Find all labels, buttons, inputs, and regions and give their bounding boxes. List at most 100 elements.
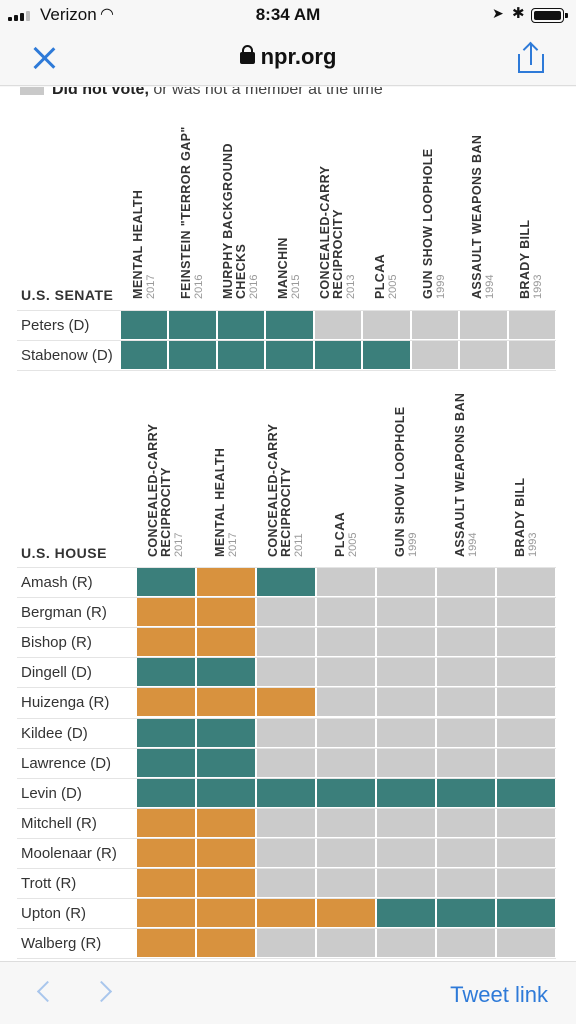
house-vote-cell: [317, 899, 375, 928]
wifi-icon: ◠: [100, 6, 114, 23]
house-vote-cell: [377, 929, 435, 958]
share-icon[interactable]: [516, 41, 546, 74]
house-vote-cell: [317, 838, 375, 867]
legend-absent: Did not vote, or was not a member at the…: [20, 87, 383, 103]
house-vote-cell: [437, 929, 495, 958]
senate-column-header: PLCAA 2005: [373, 254, 399, 299]
house-vote-cell: [137, 598, 195, 627]
house-vote-cell: [437, 808, 495, 837]
house-vote-cell: [317, 808, 375, 837]
senate-vote-cell: [314, 341, 362, 369]
column-title: PLCAA: [332, 511, 347, 557]
senate-column-header: GUN SHOW LOOPHOLE 1999: [421, 148, 447, 299]
house-vote-cell: [257, 628, 315, 657]
column-title: BRADY BILL: [518, 219, 533, 299]
column-year: 1994: [466, 532, 479, 557]
row-divider: [17, 958, 556, 960]
house-member-name: Levin (D): [21, 784, 82, 802]
column-year: 2016: [193, 274, 206, 299]
house-vote-cell: [497, 568, 555, 597]
house-vote-cell: [257, 658, 315, 687]
house-column-header: MENTAL HEALTH 2017: [213, 448, 239, 557]
column-title: MANCHIN: [276, 237, 291, 299]
house-vote-cell: [497, 808, 555, 837]
senate-column-header: FEINSTEIN "TERROR GAP" 2016: [179, 126, 206, 299]
house-vote-cell: [197, 568, 255, 597]
senate-column-header: CONCEALED-CARRY RECIPROCITY 2013: [318, 166, 357, 299]
house-vote-cell: [497, 688, 555, 717]
chevron-right-icon[interactable]: [90, 980, 113, 1003]
house-vote-cell: [317, 748, 375, 777]
house-vote-cell: [497, 778, 555, 807]
house-vote-cell: [197, 838, 255, 867]
house-vote-cell: [497, 748, 555, 777]
senate-label: U.S. SENATE: [21, 287, 114, 303]
column-year: 2005: [346, 532, 359, 557]
column-year: 1994: [483, 274, 496, 299]
row-divider: [17, 898, 556, 900]
legend-swatch: [20, 87, 44, 95]
house-vote-cell: [197, 929, 255, 958]
column-title: ASSAULT WEAPONS BAN: [452, 392, 467, 557]
house-member-name: Upton (R): [21, 905, 87, 923]
house-vote-cell: [137, 748, 195, 777]
house-vote-cell: [437, 688, 495, 717]
senate-vote-cell: [217, 341, 265, 369]
house-label: U.S. HOUSE: [21, 545, 107, 561]
house-vote-cell: [317, 929, 375, 958]
house-vote-cell: [257, 688, 315, 717]
browser-nav-bar: npr.org: [0, 30, 576, 86]
house-member-name: Amash (R): [21, 574, 93, 591]
house-vote-cell: [377, 869, 435, 898]
house-vote-cell: [377, 748, 435, 777]
senate-vote-cell: [363, 311, 410, 339]
column-title: ASSAULT WEAPONS BAN: [469, 134, 484, 299]
column-year: 2017: [173, 532, 185, 557]
address-bar[interactable]: npr.org: [0, 44, 576, 70]
house-vote-cell: [437, 748, 495, 777]
house-vote-cell: [137, 718, 195, 747]
house-vote-cell: [317, 628, 375, 657]
senate-vote-cell: [460, 311, 507, 339]
column-year: 2005: [386, 274, 399, 299]
senate-column-header: MANCHIN 2015: [276, 237, 302, 299]
column-year: 1993: [532, 274, 545, 299]
house-vote-cell: [137, 688, 195, 717]
legend-text: or was not a member at the time: [148, 87, 383, 98]
column-year: 2017: [226, 532, 239, 557]
row-divider: [17, 340, 556, 341]
column-title: GUN SHOW LOOPHOLE: [392, 406, 407, 557]
column-year: 1999: [406, 532, 419, 557]
house-vote-cell: [257, 838, 315, 867]
row-divider: [17, 370, 556, 371]
house-vote-cell: [257, 718, 315, 747]
house-vote-cell: [137, 808, 195, 837]
tweet-link-button[interactable]: Tweet link: [450, 982, 548, 1007]
chevron-left-icon[interactable]: [36, 980, 59, 1003]
house-vote-cell: [497, 929, 555, 958]
battery-icon: [531, 8, 568, 23]
house-vote-cell: [437, 628, 495, 657]
house-vote-cell: [497, 838, 555, 867]
senate-vote-cell: [508, 341, 555, 369]
house-vote-cell: [497, 628, 555, 657]
house-vote-cell: [317, 568, 375, 597]
house-vote-cell: [497, 899, 555, 928]
row-divider: [17, 928, 556, 930]
column-year: 2016: [248, 274, 261, 299]
house-vote-cell: [497, 658, 555, 687]
house-vote-cell: [377, 628, 435, 657]
column-year: 2013: [345, 274, 357, 299]
house-vote-cell: [197, 598, 255, 627]
row-divider: [17, 747, 556, 749]
house-vote-cell: [137, 658, 195, 687]
row-divider: [17, 837, 556, 839]
column-title: BRADY BILL: [512, 477, 527, 557]
senate-vote-cell: [460, 341, 507, 369]
house-vote-cell: [257, 598, 315, 627]
column-title: MENTAL HEALTH: [130, 189, 145, 299]
house-vote-cell: [377, 838, 435, 867]
bluetooth-icon: ✱: [512, 5, 525, 22]
house-member-name: Trott (R): [21, 875, 77, 892]
senate-vote-cell: [266, 311, 313, 339]
